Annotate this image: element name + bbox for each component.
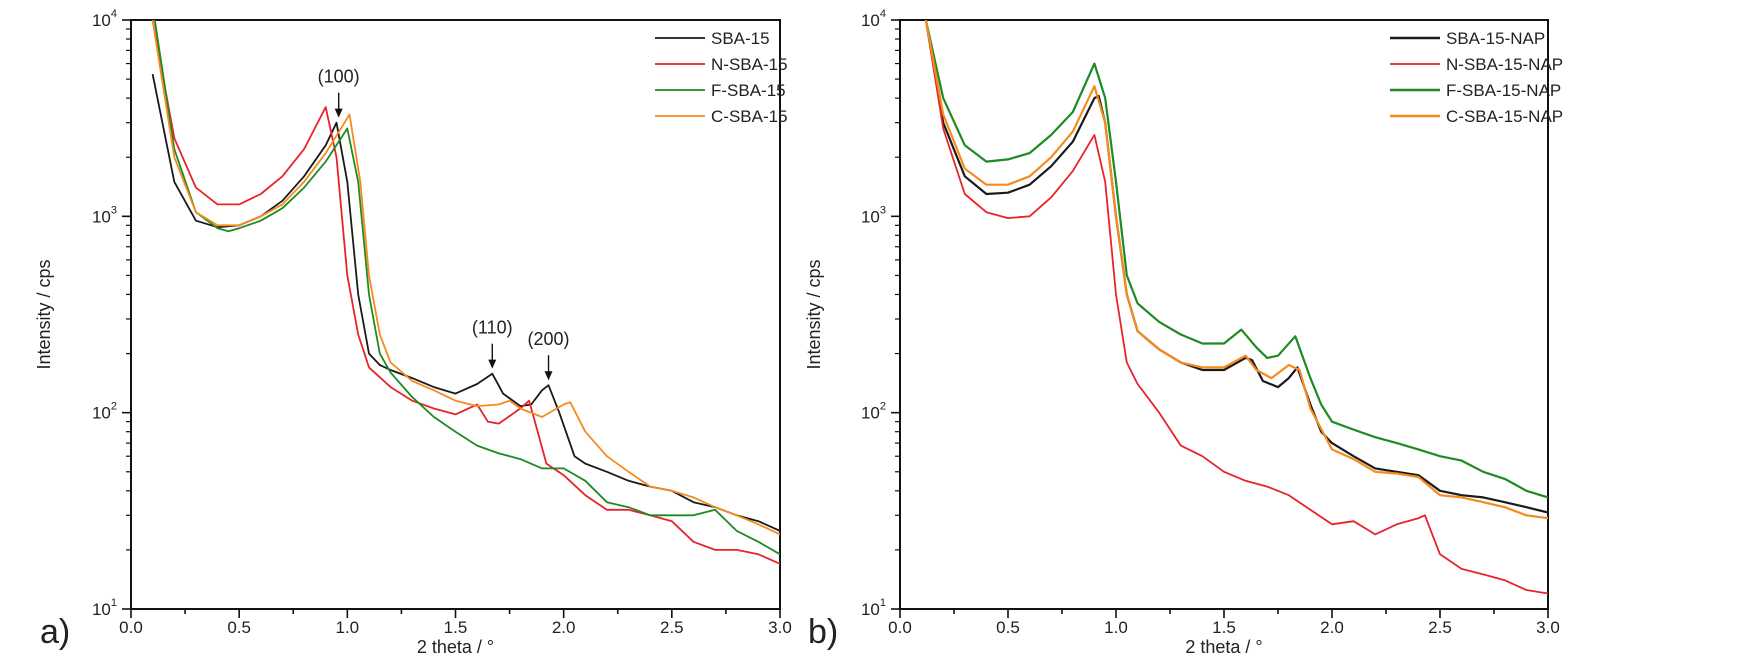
x-tick-label: 2.5 [1428, 618, 1452, 637]
y-tick-base: 10 [92, 207, 111, 226]
y-tick-exponent: 2 [111, 401, 117, 413]
x-tick-label: 1.0 [336, 618, 360, 637]
series-line-n-sba-15 [151, 20, 780, 565]
plot-frame [130, 19, 781, 610]
y-tick-base: 10 [861, 207, 880, 226]
y-tick-exponent: 3 [111, 204, 117, 216]
x-tick-label: 1.5 [1212, 618, 1236, 637]
legend-label: F-SBA-15 [711, 81, 786, 100]
x-tick-label: 2.5 [660, 618, 684, 637]
y-tick-label: 103 [92, 204, 117, 226]
legend-label: SBA-15 [711, 29, 770, 48]
arrow-head-icon [544, 371, 553, 381]
series-line-sba-15-nap [924, 20, 1548, 514]
y-tick-exponent: 4 [880, 8, 886, 20]
y-tick-label: 101 [861, 597, 886, 619]
peak-label: (110) [472, 318, 513, 338]
y-tick-base: 10 [92, 11, 111, 30]
series-line-f-sba-15-nap [924, 20, 1548, 499]
x-tick-label: 3.0 [768, 618, 792, 637]
y-tick-label: 101 [92, 597, 117, 619]
arrow-head-icon [488, 359, 497, 369]
legend-label: C-SBA-15-NAP [1446, 107, 1563, 126]
y-tick-base: 10 [861, 11, 880, 30]
legend-label: C-SBA-15 [711, 107, 788, 126]
series-line-sba-15 [151, 73, 780, 532]
y-tick-base: 10 [92, 404, 111, 423]
y-axis-label: Intensity / cps [34, 259, 54, 369]
y-tick-label: 102 [861, 401, 886, 423]
y-tick-exponent: 1 [880, 597, 886, 609]
legend-label: F-SBA-15-NAP [1446, 81, 1561, 100]
series-line-n-sba-15-nap [925, 20, 1548, 595]
x-tick-label: 0.0 [888, 618, 912, 637]
y-tick-base: 10 [861, 404, 880, 423]
x-tick-label: 0.5 [996, 618, 1020, 637]
y-tick-label: 103 [861, 204, 886, 226]
series-line-f-sba-15 [153, 20, 780, 556]
x-tick-label: 0.0 [119, 618, 143, 637]
series-line-c-sba-15-nap [924, 20, 1548, 520]
legend-label: SBA-15-NAP [1446, 29, 1545, 48]
x-tick-label: 2.0 [552, 618, 576, 637]
legend-label: N-SBA-15-NAP [1446, 55, 1563, 74]
peak-label: (100) [318, 67, 360, 87]
y-axis-label: Intensity / cps [804, 259, 824, 369]
legend-label: N-SBA-15 [711, 55, 788, 74]
arrow-head-icon [334, 108, 343, 118]
x-tick-label: 2.0 [1320, 618, 1344, 637]
panel-label: a) [40, 613, 70, 651]
x-tick-label: 3.0 [1536, 618, 1560, 637]
x-tick-label: 0.5 [227, 618, 251, 637]
y-tick-base: 10 [92, 600, 111, 619]
x-axis-label: 2 theta / ° [1185, 637, 1262, 656]
y-tick-label: 104 [861, 8, 886, 30]
series-line-c-sba-15 [151, 20, 780, 536]
y-tick-exponent: 2 [880, 401, 886, 413]
peak-label: (200) [528, 329, 570, 349]
x-axis-label: 2 theta / ° [417, 637, 494, 656]
y-tick-exponent: 1 [111, 597, 117, 609]
y-tick-base: 10 [861, 600, 880, 619]
x-tick-label: 1.0 [1104, 618, 1128, 637]
y-tick-label: 104 [92, 8, 117, 30]
x-tick-label: 1.5 [444, 618, 468, 637]
panel-label: b) [808, 613, 838, 651]
y-tick-label: 102 [92, 401, 117, 423]
y-tick-exponent: 3 [880, 204, 886, 216]
y-tick-exponent: 4 [111, 8, 117, 20]
